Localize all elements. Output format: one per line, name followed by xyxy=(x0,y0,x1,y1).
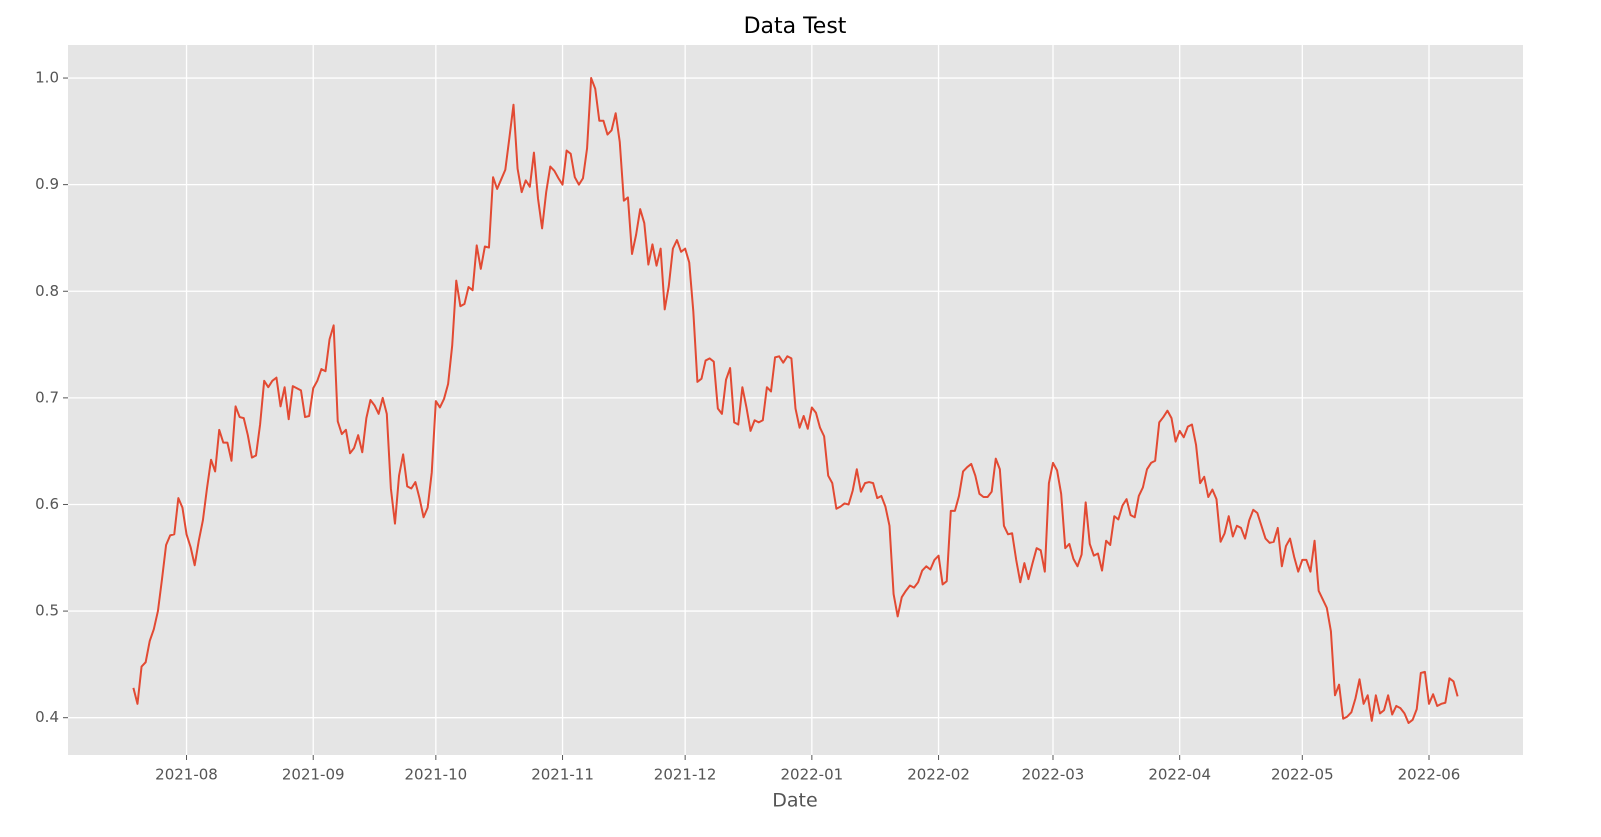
y-tick-label: 1.0 xyxy=(35,69,59,87)
chart-title: Data Test xyxy=(744,14,847,39)
x-tick-label: 2022-06 xyxy=(1398,766,1461,784)
y-tick-label: 0.5 xyxy=(35,602,59,620)
x-tick-label: 2022-05 xyxy=(1271,766,1334,784)
y-tick-label: 0.9 xyxy=(35,175,59,193)
y-tick-label: 0.7 xyxy=(35,388,59,406)
y-tick-label: 0.8 xyxy=(35,282,59,300)
x-axis-label: Date xyxy=(772,790,817,812)
x-tick-label: 2022-01 xyxy=(781,766,844,784)
grid xyxy=(68,45,1523,755)
y-tick-label: 0.6 xyxy=(35,495,59,513)
x-tick-label: 2021-08 xyxy=(155,766,218,784)
x-tick-label: 2022-02 xyxy=(907,766,970,784)
y-tick-label: 0.4 xyxy=(35,708,59,726)
x-tick-label: 2021-11 xyxy=(531,766,594,784)
data-line xyxy=(132,77,1459,725)
x-tick-label: 2022-04 xyxy=(1148,766,1211,784)
x-tick-label: 2021-10 xyxy=(404,766,467,784)
x-tick-label: 2021-12 xyxy=(654,766,717,784)
x-tick-label: 2022-03 xyxy=(1022,766,1085,784)
x-tick-label: 2021-09 xyxy=(282,766,345,784)
